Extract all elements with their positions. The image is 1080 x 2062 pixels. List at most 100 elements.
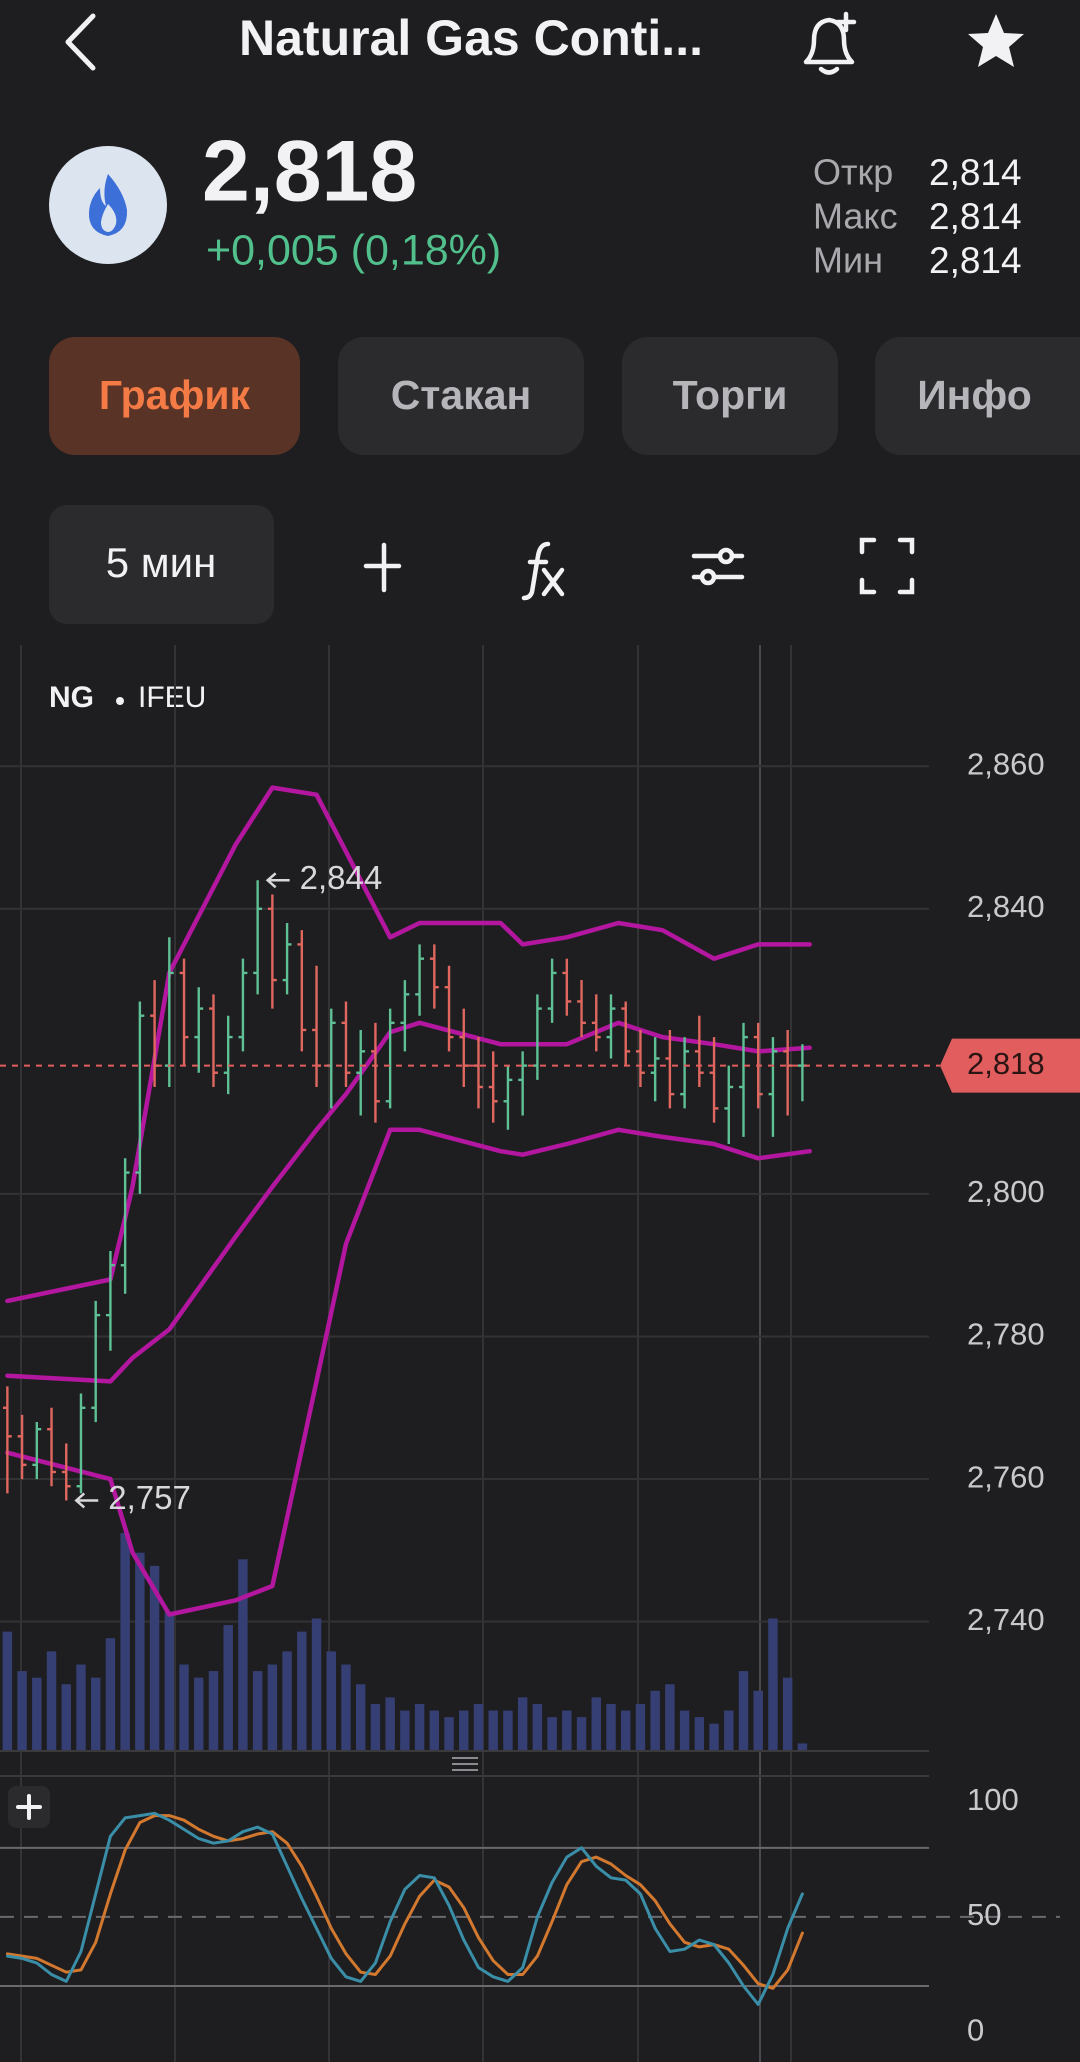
volume-bar	[665, 1684, 675, 1750]
volume-bar	[517, 1697, 528, 1750]
volume-bar	[370, 1703, 381, 1750]
y-tick-label: 2,780	[967, 1317, 1045, 1352]
tab[interactable]	[622, 337, 838, 455]
volume-bar	[738, 1671, 749, 1750]
back-button[interactable]	[65, 13, 96, 71]
marker-arrow	[265, 872, 290, 889]
volume-bar	[414, 1703, 425, 1750]
volume-bar	[17, 1671, 27, 1750]
marker-arrow	[74, 1492, 99, 1509]
slider-knob	[717, 547, 735, 565]
volume-bar	[179, 1664, 189, 1750]
volume-bar	[120, 1533, 130, 1750]
volume-bar	[61, 1684, 71, 1750]
y-tick-label: 2,840	[967, 889, 1045, 924]
y-tick-label: 2,860	[967, 746, 1045, 781]
stoch-tick-label: 50	[967, 1897, 1001, 1932]
y-tick-label: 2,760	[967, 1459, 1045, 1494]
alert-button[interactable]	[803, 11, 857, 75]
tab-label: График	[99, 372, 251, 418]
volume-bar	[621, 1710, 631, 1750]
favorite-button[interactable]	[968, 14, 1024, 67]
volume-bar	[135, 1552, 145, 1750]
volume-bar	[194, 1677, 204, 1750]
volume-bar	[562, 1710, 572, 1750]
indicators-button[interactable]	[521, 541, 565, 601]
tab[interactable]	[49, 337, 300, 455]
interval-label: 5 мин	[106, 539, 217, 586]
separator-dot	[116, 697, 124, 705]
tab[interactable]	[338, 337, 584, 455]
volume-bar	[797, 1743, 808, 1750]
volume-bar	[576, 1717, 587, 1750]
stoch-tick-label: 100	[967, 1782, 1019, 1817]
volume-bar	[650, 1690, 660, 1750]
stat-value: 2,814	[929, 196, 1022, 237]
volume-bar	[488, 1710, 498, 1750]
tab[interactable]	[875, 337, 1080, 455]
volume-bar	[267, 1664, 278, 1750]
volume-bar	[223, 1625, 233, 1750]
stat-value: 2,814	[929, 152, 1022, 193]
last-price-badge	[940, 1038, 1080, 1093]
volume-bar	[105, 1638, 116, 1750]
y-tick-label: 2,740	[967, 1602, 1045, 1637]
volume-bar	[429, 1710, 440, 1750]
marker-label: 2,757	[108, 1479, 191, 1516]
tab-bar: График Стакан Торги Инфо	[49, 337, 1080, 455]
volume-bar	[503, 1710, 513, 1750]
resize-handle[interactable]	[452, 1757, 478, 1771]
volume-bar	[355, 1684, 366, 1750]
volume-bar	[709, 1723, 719, 1750]
plus-icon	[16, 1794, 42, 1820]
volume-bar	[768, 1618, 778, 1750]
volume-bar	[2, 1631, 13, 1750]
volume-bar	[679, 1710, 690, 1750]
stat-label: Мин	[813, 240, 883, 281]
volume-bar	[326, 1651, 336, 1750]
fullscreen-button[interactable]	[859, 537, 915, 595]
bollinger-upper	[5, 785, 812, 1304]
volume-bar	[635, 1703, 646, 1750]
crosshair-button[interactable]	[363, 542, 402, 593]
volume-bar	[164, 1611, 175, 1750]
instrument-title: Natural Gas Conti...	[239, 10, 703, 66]
stat-label: Макс	[813, 196, 898, 237]
marker-label: 2,844	[300, 859, 383, 896]
flame-inner	[101, 204, 117, 232]
stochastic-panel: 0 50 100	[0, 1782, 1060, 2047]
bollinger-lower	[5, 1127, 812, 1617]
symbol: NG	[49, 681, 94, 714]
last-price: 2,818	[202, 124, 417, 220]
volume-bar	[311, 1618, 322, 1750]
volume-bar	[753, 1690, 763, 1750]
stoch-d-line	[5, 1814, 804, 1990]
stat-value: 2,814	[929, 240, 1022, 281]
tab-label: Инфо	[917, 372, 1032, 418]
price-change: +0,005 (0,18%)	[206, 226, 501, 274]
volume-bar	[547, 1717, 557, 1750]
volume-bar	[46, 1651, 57, 1750]
quote-stats: Откр 2,814 Макс 2,814 Мин 2,814	[813, 152, 1022, 281]
exchange: IFEU	[138, 681, 206, 714]
y-tick-label: 2,800	[967, 1174, 1045, 1209]
volume-bar	[606, 1703, 616, 1750]
tab-label: Торги	[673, 372, 788, 418]
slider-knob	[699, 568, 717, 586]
bell-plus	[835, 11, 857, 33]
volume-bar	[208, 1671, 219, 1750]
volume-bar	[591, 1697, 601, 1750]
stoch-tick-label: 0	[967, 2012, 984, 2047]
volume-bar	[444, 1717, 454, 1750]
interval-button[interactable]	[49, 505, 274, 624]
volume-bar	[724, 1710, 734, 1750]
volume-bar	[238, 1559, 248, 1750]
stoch-k-line	[5, 1811, 804, 2006]
volume-bar	[149, 1565, 160, 1750]
volume-bar	[473, 1703, 484, 1750]
volume-bar	[782, 1677, 793, 1750]
volume-bar	[341, 1664, 351, 1750]
